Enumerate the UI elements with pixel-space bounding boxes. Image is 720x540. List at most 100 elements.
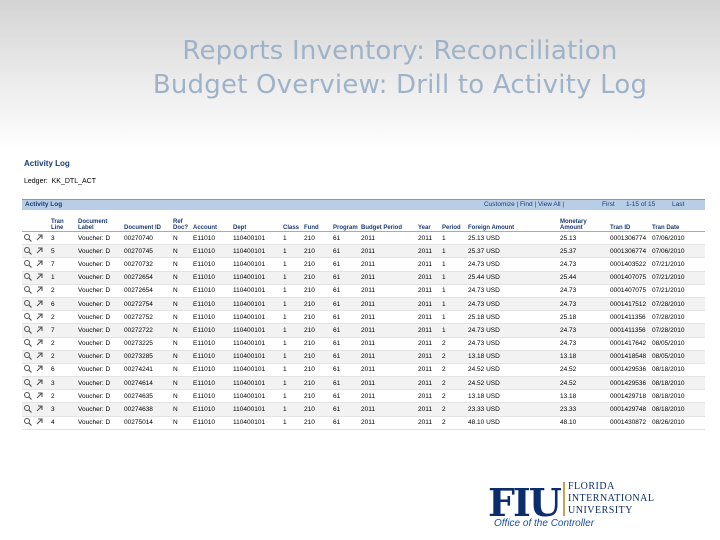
row-icons[interactable] [23, 364, 45, 374]
row-icons[interactable] [23, 351, 45, 361]
cell: N [172, 323, 192, 338]
header-cell: Program [332, 211, 360, 232]
cell: 2 [50, 389, 77, 404]
row-icons[interactable] [23, 233, 45, 242]
header-cell: Foreign Amount [467, 211, 559, 232]
icon-cell [22, 389, 50, 404]
cell: 110400101 [232, 363, 282, 378]
row-icons[interactable] [23, 391, 45, 400]
cell: N [172, 402, 192, 417]
university-name: INTERNATIONAL [568, 493, 655, 504]
cell: 1 [282, 337, 303, 351]
cell: 210 [303, 350, 332, 364]
cell: 25.13 USD [467, 231, 559, 246]
cell: 3 [50, 402, 77, 417]
cell: E11010 [192, 271, 232, 285]
icon-cell [22, 363, 50, 378]
cell: E11010 [192, 257, 232, 272]
header-cell: Tran Date [651, 211, 705, 232]
icon-cell [22, 402, 50, 417]
header-cell: Year [417, 211, 441, 232]
cell: 07/28/2010 [651, 310, 705, 325]
row-icons[interactable] [23, 378, 45, 387]
cell: 24.73 [559, 257, 609, 272]
icon-cell [22, 416, 50, 430]
cell: 61 [332, 284, 360, 298]
cell: 2011 [360, 257, 417, 272]
row-icons[interactable] [23, 325, 45, 334]
cell: 2011 [417, 231, 441, 246]
cell: 0001430872 [609, 416, 651, 430]
cell: 2011 [360, 271, 417, 285]
cell: 2 [441, 350, 467, 364]
cell: E11010 [192, 244, 232, 259]
header-cell: Tran Line [50, 211, 77, 232]
row-icons[interactable] [23, 404, 45, 413]
cell: Voucher: D [77, 257, 123, 272]
cell: 1 [441, 310, 467, 325]
cell: 0001417512 [609, 297, 651, 312]
row-icons[interactable] [23, 259, 45, 268]
cell: 24.73 USD [467, 297, 559, 312]
cell: 110400101 [232, 416, 282, 430]
ledger-value: KK_DTL_ACT [51, 178, 96, 185]
row-icons[interactable] [23, 312, 45, 321]
cell: 0001407075 [609, 271, 651, 285]
cell: 24.73 [559, 284, 609, 298]
row-icons[interactable] [23, 417, 45, 427]
cell: 07/28/2010 [651, 297, 705, 312]
cell: 210 [303, 389, 332, 404]
cell: 61 [332, 231, 360, 246]
row-icons[interactable] [23, 246, 45, 255]
cell: 110400101 [232, 376, 282, 391]
grid-toolbar[interactable]: Customize | Find | View All | [484, 201, 565, 208]
cell: 13.18 USD [467, 350, 559, 364]
cell: Voucher: D [77, 416, 123, 430]
page-heading: Activity Log [24, 159, 70, 168]
cell: 00270740 [123, 231, 172, 246]
row-icons[interactable] [23, 299, 45, 308]
cell: 25.18 USD [467, 310, 559, 325]
first-link[interactable]: First [602, 201, 615, 208]
last-link[interactable]: Last [672, 201, 685, 208]
cell: 1 [50, 271, 77, 285]
cell: 0001306774 [609, 231, 651, 246]
cell: 1 [282, 297, 303, 312]
cell: 61 [332, 257, 360, 272]
cell: 61 [332, 389, 360, 404]
cell: E11010 [192, 231, 232, 246]
cell: 5 [50, 244, 77, 259]
cell: E11010 [192, 363, 232, 378]
cell: 2011 [417, 389, 441, 404]
cell: Voucher: D [77, 244, 123, 259]
header-band [0, 0, 720, 150]
cell: N [172, 363, 192, 378]
cell: 0001418548 [609, 350, 651, 364]
row-icons[interactable] [23, 338, 45, 348]
cell: 2011 [360, 376, 417, 391]
row-icons[interactable] [23, 272, 45, 282]
cell: 2011 [417, 363, 441, 378]
cell: 2011 [417, 244, 441, 259]
cell: 210 [303, 244, 332, 259]
cell: 24.52 [559, 376, 609, 391]
cell: 110400101 [232, 271, 282, 285]
header-cell: Document Label [77, 211, 123, 232]
cell: 1 [441, 257, 467, 272]
range: 1-15 of 15 [626, 201, 656, 208]
cell: 24.73 USD [467, 257, 559, 272]
cell: 1 [282, 323, 303, 338]
cell: 61 [332, 297, 360, 312]
cell: 2 [50, 310, 77, 325]
cell: Voucher: D [77, 337, 123, 351]
header-cell: Account [192, 211, 232, 232]
cell: 25.13 [559, 231, 609, 246]
cell: 2011 [417, 284, 441, 298]
cell: 2011 [360, 416, 417, 430]
cell: 210 [303, 402, 332, 417]
cell: 210 [303, 284, 332, 298]
row-icons[interactable] [23, 285, 45, 295]
table-row: 3 Voucher: D 00270740 N E11010 110400101 1 210 6… [22, 231, 705, 246]
cell: 08/05/2010 [651, 337, 705, 351]
cell: 210 [303, 310, 332, 325]
